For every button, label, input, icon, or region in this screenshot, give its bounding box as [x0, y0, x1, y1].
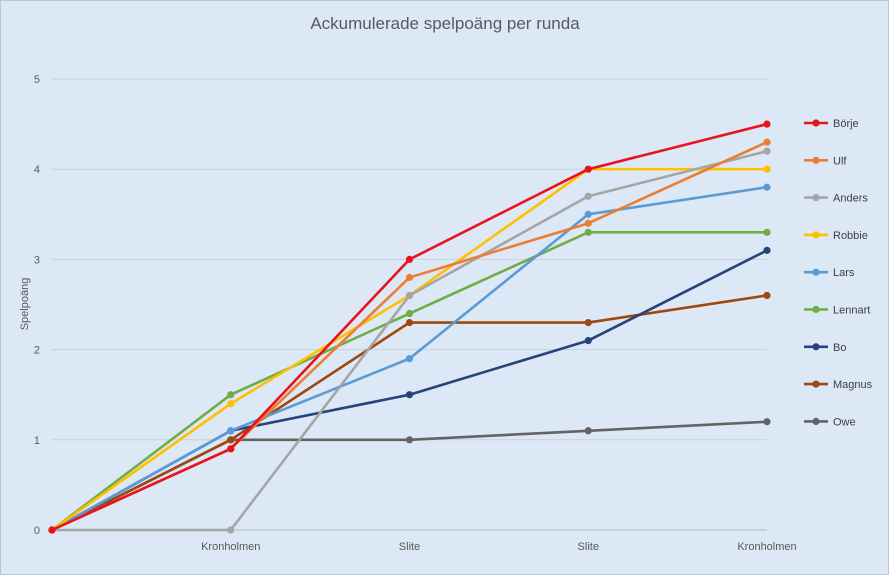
series-bo [48, 246, 771, 534]
data-point [405, 291, 414, 300]
data-point [227, 526, 235, 534]
data-point [405, 309, 414, 318]
series-anders [48, 147, 771, 534]
x-tick-label: Kronholmen [737, 541, 796, 553]
data-point [763, 138, 771, 146]
legend-item: Börje [804, 118, 859, 130]
data-point [227, 427, 235, 435]
legend-label: Anders [833, 193, 868, 205]
data-point [405, 318, 414, 327]
series-line [52, 149, 768, 532]
data-point [48, 526, 56, 534]
data-point [763, 418, 771, 426]
data-point [584, 336, 592, 345]
legend-marker [812, 268, 820, 276]
legend-marker [812, 156, 820, 164]
series-magnus [48, 291, 771, 534]
legend-label: Ulf [833, 155, 847, 167]
legend-label: Lars [833, 267, 855, 279]
legend: Börje Ulf Anders Robbie Lars Lennart Bo Magnus O… [804, 118, 873, 428]
x-tick-label: Kronholmen [201, 541, 260, 553]
legend-label: Bo [833, 342, 846, 354]
y-tick-label: 1 [34, 435, 40, 447]
legend-item: Lars [804, 267, 855, 279]
legend-label: Owe [833, 416, 856, 428]
legend-marker [812, 417, 820, 425]
legend-item: Anders [804, 193, 868, 205]
series-lines [48, 120, 771, 534]
chart-title: Ackumulerade spelpoäng per runda [310, 14, 580, 33]
data-point [405, 355, 414, 363]
data-point [584, 219, 592, 227]
legend-item: Magnus [804, 379, 873, 391]
data-point [763, 291, 771, 300]
y-tick-label: 5 [34, 74, 40, 86]
legend-marker [812, 194, 820, 202]
legend-label: Magnus [833, 379, 873, 391]
data-point [763, 120, 771, 128]
data-point [227, 436, 235, 444]
legend-marker [812, 305, 820, 314]
legend-item: Lennart [804, 305, 870, 317]
legend-item: Owe [804, 416, 856, 428]
legend-marker [812, 380, 820, 388]
data-point [763, 147, 771, 155]
legend-marker [812, 119, 820, 127]
data-point [584, 427, 592, 435]
y-axis-label: Spelpoäng [19, 278, 31, 331]
series-börje [48, 120, 771, 534]
data-point [584, 192, 592, 200]
x-tick-labels: Kronholmen Slite Slite Kronholmen [201, 541, 797, 553]
data-point [584, 318, 592, 327]
y-tick-label: 3 [34, 254, 40, 266]
y-tick-label: 4 [34, 164, 40, 176]
legend-item: Bo [804, 342, 846, 354]
data-point [405, 391, 414, 399]
data-point [227, 445, 235, 453]
legend-label: Lennart [833, 305, 870, 317]
data-point [405, 255, 414, 263]
data-point [763, 165, 771, 173]
data-point [584, 165, 592, 173]
data-point [584, 228, 592, 236]
legend-item: Ulf [804, 155, 847, 167]
data-point [584, 210, 592, 218]
data-point [405, 273, 414, 282]
y-tick-label: 2 [34, 345, 40, 357]
legend-marker [812, 231, 820, 239]
x-tick-label: Slite [578, 541, 599, 553]
y-tick-labels: 0 1 2 3 4 5 [34, 74, 40, 537]
data-point [227, 391, 235, 399]
data-point [227, 400, 235, 408]
series-ulf [48, 138, 771, 534]
data-point [763, 183, 771, 191]
legend-label: Robbie [833, 230, 868, 242]
x-tick-label: Slite [399, 541, 420, 553]
legend-label: Börje [833, 118, 859, 130]
data-point [405, 436, 414, 444]
legend-marker [812, 343, 820, 351]
data-point [763, 246, 771, 254]
legend-item: Robbie [804, 230, 868, 242]
data-point [763, 228, 771, 236]
series-line [51, 294, 768, 532]
y-tick-label: 0 [34, 525, 40, 537]
